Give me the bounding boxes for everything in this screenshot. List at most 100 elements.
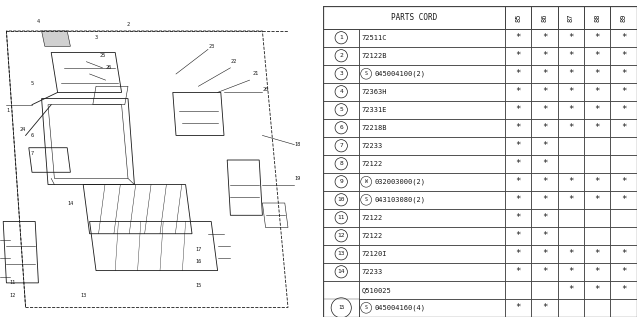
Bar [505,6,531,29]
Text: 14: 14 [67,201,74,205]
Text: 23: 23 [208,44,214,49]
Bar [505,209,531,227]
Bar [359,299,505,317]
Text: 20: 20 [262,87,269,92]
Text: 72331E: 72331E [362,107,387,113]
Bar [584,119,611,137]
Text: *: * [621,195,627,204]
Bar [531,47,558,65]
Bar [611,137,637,155]
Text: 13: 13 [80,293,86,298]
Bar [359,29,505,47]
Bar [323,47,359,65]
Bar [558,29,584,47]
Text: 2: 2 [339,53,343,58]
Bar [558,83,584,101]
Text: *: * [516,195,521,204]
Text: S: S [365,305,367,310]
Text: 22: 22 [230,59,237,64]
Text: 72233: 72233 [362,269,383,275]
Text: *: * [542,159,547,168]
Text: *: * [568,267,573,276]
Bar [611,245,637,263]
Bar [584,281,611,299]
Bar [359,65,505,83]
Text: *: * [621,69,627,78]
Bar [505,173,531,191]
Bar [558,47,584,65]
Text: 4: 4 [339,89,343,94]
Text: *: * [595,285,600,294]
Text: *: * [516,267,521,276]
Bar [505,227,531,245]
Text: 032003000(2): 032003000(2) [374,179,426,185]
Bar [558,299,584,317]
Bar [323,227,359,245]
Text: 87: 87 [568,13,574,22]
Text: *: * [542,249,547,258]
Bar [611,119,637,137]
Text: *: * [568,123,573,132]
Text: 15: 15 [338,305,344,310]
Bar [359,47,505,65]
Text: 25: 25 [99,53,106,58]
Text: 3: 3 [95,35,97,40]
Text: *: * [621,105,627,114]
Text: 11: 11 [10,280,16,285]
Text: 9: 9 [339,179,343,184]
Bar [323,173,359,191]
Text: 15: 15 [195,284,202,288]
Bar [505,299,531,317]
Text: 72363H: 72363H [362,89,387,95]
Text: 7: 7 [31,151,33,156]
Bar [505,155,531,173]
Bar [531,6,558,29]
Bar [584,173,611,191]
Bar [359,101,505,119]
Bar [323,29,359,47]
Bar [323,65,359,83]
Text: 045004100(2): 045004100(2) [374,70,426,77]
Bar [359,245,505,263]
Bar [558,65,584,83]
Text: *: * [516,33,521,42]
Text: 11: 11 [337,215,345,220]
Bar [323,6,505,29]
Text: 1: 1 [339,35,343,40]
Text: 72120I: 72120I [362,251,387,257]
Bar [323,245,359,263]
Text: *: * [542,267,547,276]
Bar [531,65,558,83]
Text: *: * [595,87,600,96]
Text: *: * [516,249,521,258]
Bar [611,47,637,65]
Text: *: * [516,51,521,60]
Text: *: * [516,231,521,240]
Bar [531,173,558,191]
Text: *: * [542,33,547,42]
Text: *: * [516,303,521,312]
Bar [584,299,611,317]
Text: *: * [542,87,547,96]
Text: *: * [542,141,547,150]
Bar [323,263,359,281]
Text: 043103080(2): 043103080(2) [374,196,426,203]
Bar [558,263,584,281]
Text: 72218B: 72218B [362,125,387,131]
Text: 72233: 72233 [362,143,383,149]
Bar [531,263,558,281]
Text: 13: 13 [337,251,345,256]
Bar [584,29,611,47]
Bar [584,245,611,263]
Bar [505,137,531,155]
Bar [611,101,637,119]
Text: *: * [621,249,627,258]
Text: *: * [595,51,600,60]
Bar [584,137,611,155]
Bar [359,173,505,191]
Text: 7: 7 [339,143,343,148]
Bar [359,191,505,209]
Bar [611,227,637,245]
Text: 72122: 72122 [362,233,383,239]
Bar [505,29,531,47]
